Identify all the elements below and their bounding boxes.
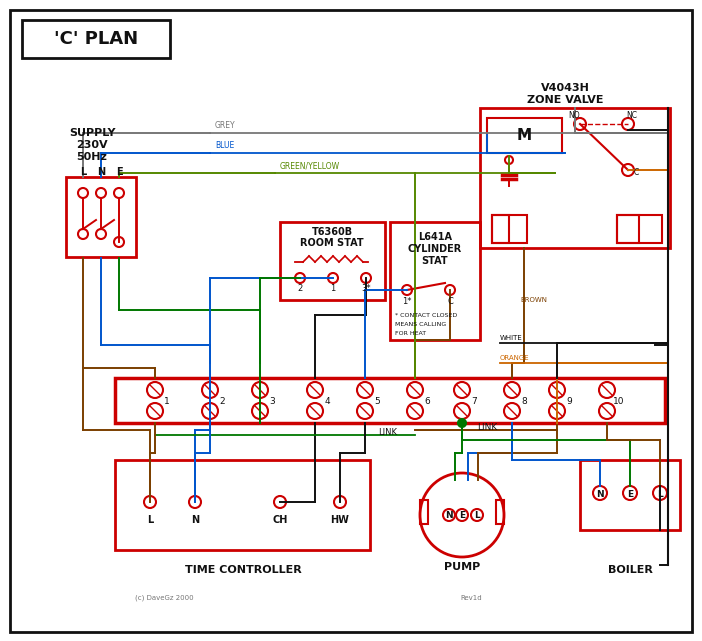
Bar <box>580 460 680 530</box>
Text: 7: 7 <box>471 397 477 406</box>
Text: ORANGE: ORANGE <box>500 355 529 361</box>
Text: 2: 2 <box>298 283 303 292</box>
Text: M: M <box>517 128 531 142</box>
Bar <box>390 222 480 340</box>
Text: CYLINDER: CYLINDER <box>408 244 462 254</box>
Bar <box>492 215 509 243</box>
Text: 50Hz: 50Hz <box>77 152 107 162</box>
Bar <box>487 118 562 153</box>
Text: SUPPLY: SUPPLY <box>69 128 115 138</box>
Text: Rev1d: Rev1d <box>460 595 482 601</box>
Text: 230V: 230V <box>77 140 108 150</box>
Text: MEANS CALLING: MEANS CALLING <box>395 322 446 326</box>
Text: V4043H: V4043H <box>541 83 590 93</box>
Text: C: C <box>447 297 453 306</box>
Text: 10: 10 <box>614 397 625 406</box>
Text: BLUE: BLUE <box>215 141 234 150</box>
Text: FOR HEAT: FOR HEAT <box>395 331 426 335</box>
Text: WHITE: WHITE <box>500 335 523 341</box>
Text: 1: 1 <box>164 397 170 406</box>
Text: 2: 2 <box>219 397 225 406</box>
Text: ROOM STAT: ROOM STAT <box>300 238 364 248</box>
Bar <box>617 215 662 243</box>
Text: 3: 3 <box>269 397 275 406</box>
Bar <box>280 222 385 300</box>
Text: L: L <box>657 490 663 499</box>
Bar <box>115 378 665 423</box>
Text: LINK: LINK <box>378 428 397 437</box>
Text: NC: NC <box>626 110 637 119</box>
Text: E: E <box>627 490 633 499</box>
Text: L: L <box>147 515 153 525</box>
Bar <box>420 500 428 524</box>
Bar <box>496 500 504 524</box>
Text: N: N <box>97 167 105 177</box>
Bar <box>22 20 170 58</box>
Text: (c) DaveGz 2000: (c) DaveGz 2000 <box>135 595 194 601</box>
Text: HW: HW <box>331 515 350 525</box>
Text: N: N <box>191 515 199 525</box>
Text: E: E <box>459 512 465 520</box>
Text: BROWN: BROWN <box>520 297 547 303</box>
Text: 1*: 1* <box>402 297 412 306</box>
Text: 'C' PLAN: 'C' PLAN <box>54 30 138 48</box>
Text: 4: 4 <box>324 397 330 406</box>
Text: BOILER: BOILER <box>607 565 652 575</box>
Text: CH: CH <box>272 515 288 525</box>
Text: NO: NO <box>568 110 580 119</box>
Text: LINK: LINK <box>477 422 497 431</box>
Text: GREY: GREY <box>215 121 236 130</box>
Text: ZONE VALVE: ZONE VALVE <box>526 95 603 105</box>
Text: * CONTACT CLOSED: * CONTACT CLOSED <box>395 313 457 317</box>
Text: L: L <box>474 512 480 520</box>
Text: 8: 8 <box>521 397 527 406</box>
Text: STAT: STAT <box>422 256 449 266</box>
Text: 6: 6 <box>424 397 430 406</box>
Bar <box>66 177 136 257</box>
Text: 9: 9 <box>566 397 572 406</box>
Text: 1: 1 <box>331 283 336 292</box>
Text: T6360B: T6360B <box>312 227 352 237</box>
Bar <box>617 215 639 243</box>
Text: L641A: L641A <box>418 232 452 242</box>
Text: 5: 5 <box>374 397 380 406</box>
Text: L: L <box>80 167 86 177</box>
Text: E: E <box>116 167 122 177</box>
Bar <box>480 108 670 248</box>
Circle shape <box>458 419 466 427</box>
Text: C: C <box>633 167 639 176</box>
Bar <box>492 215 527 243</box>
Text: N: N <box>596 490 604 499</box>
Text: 3*: 3* <box>362 283 371 292</box>
Text: GREEN/YELLOW: GREEN/YELLOW <box>280 161 340 170</box>
Text: TIME CONTROLLER: TIME CONTROLLER <box>185 565 301 575</box>
Text: PUMP: PUMP <box>444 562 480 572</box>
Text: N: N <box>445 512 453 520</box>
Bar <box>115 460 370 550</box>
